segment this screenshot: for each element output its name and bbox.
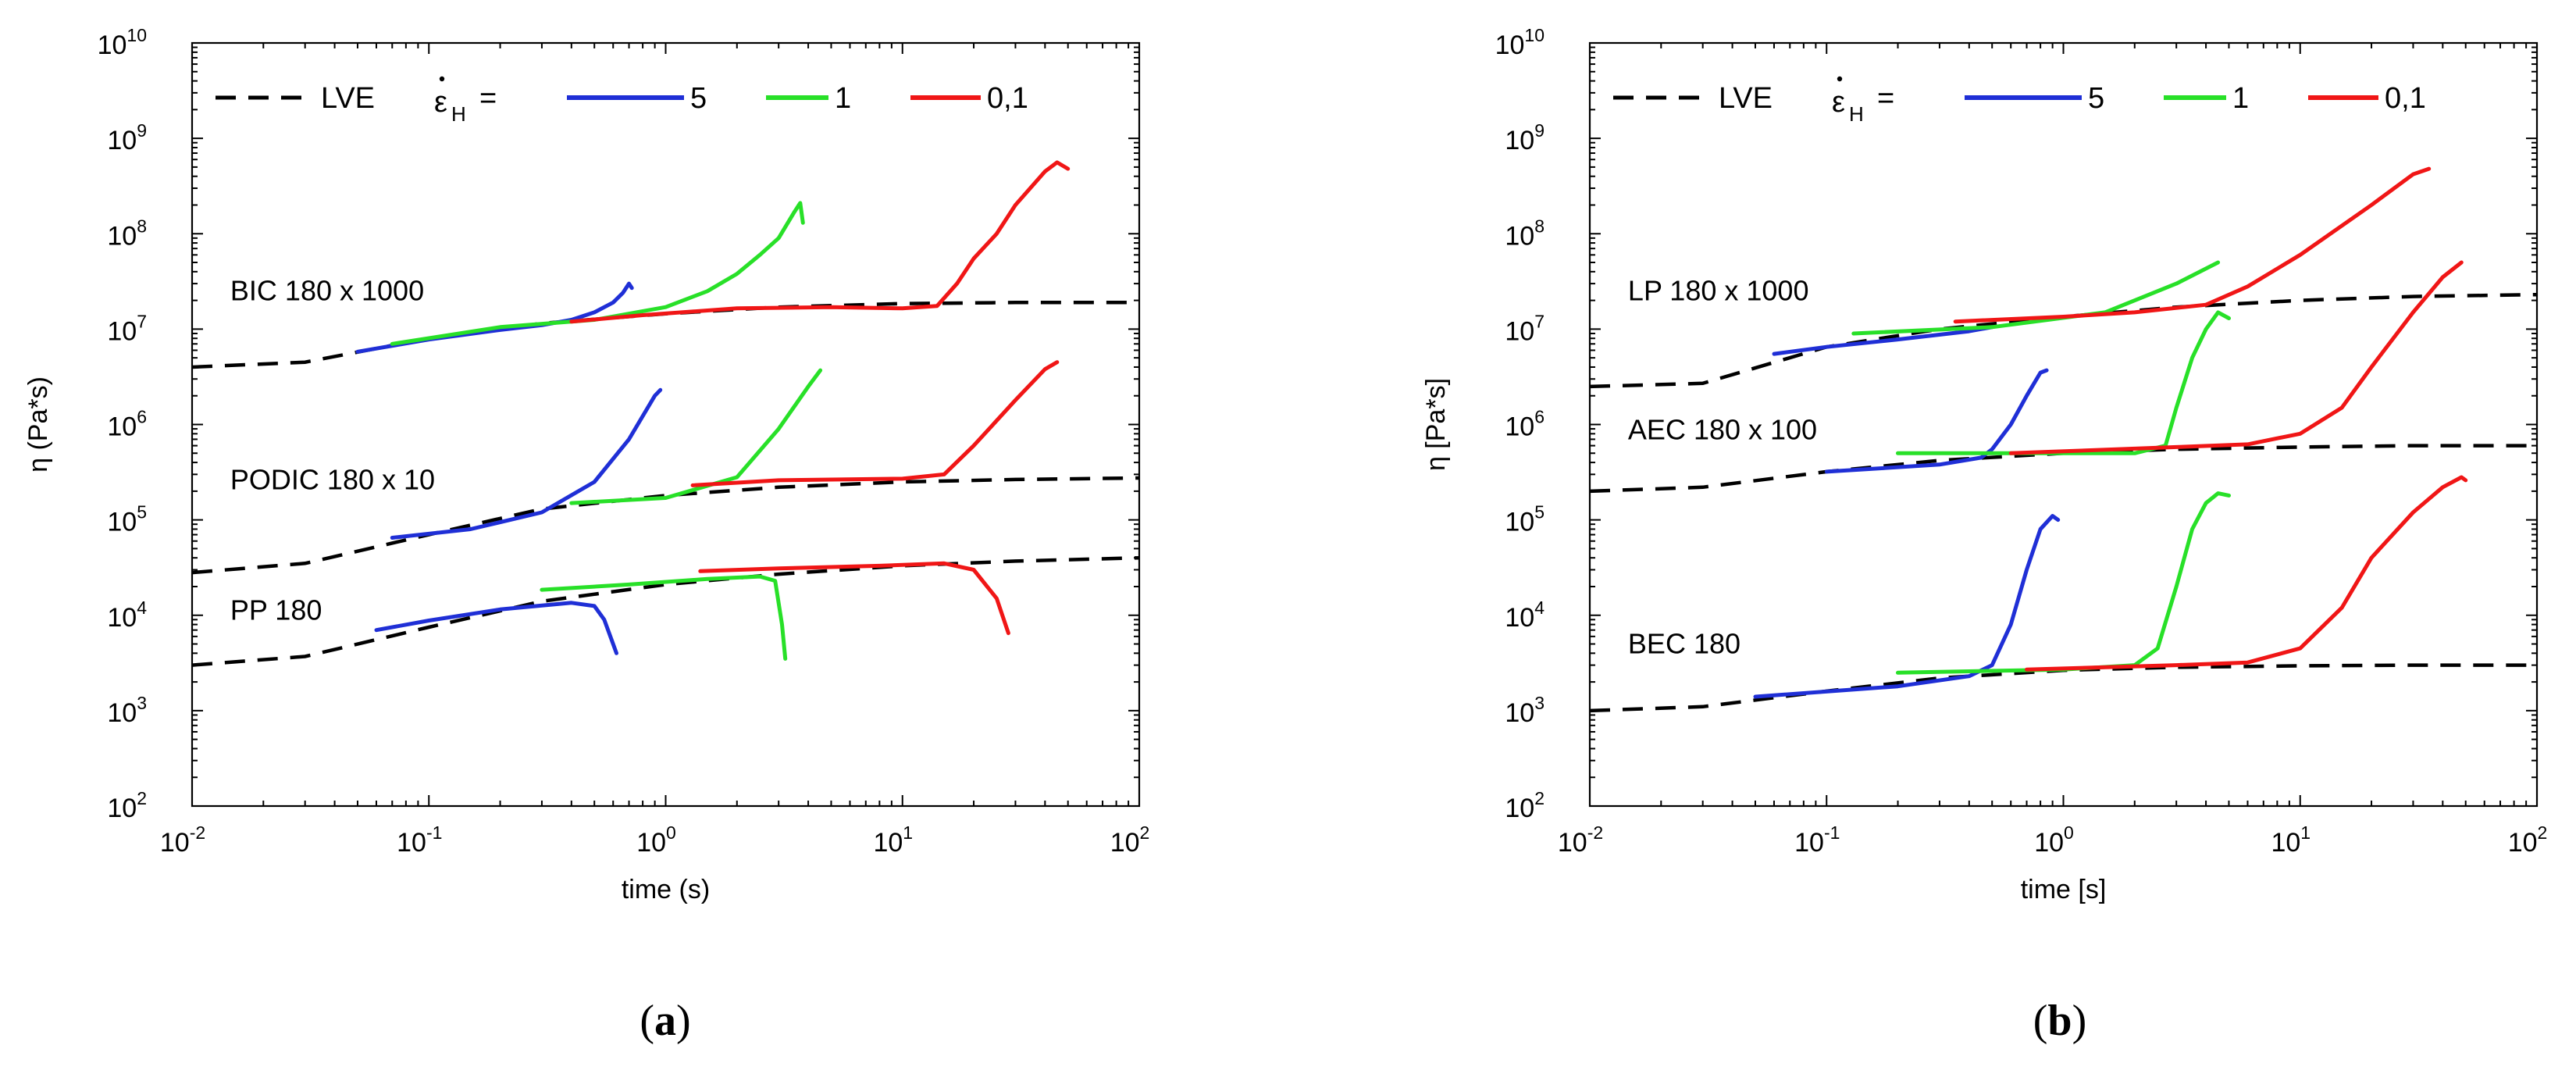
sample-label: BIC 180 x 1000	[230, 275, 424, 307]
legend-rate-subscript: H	[451, 102, 466, 126]
sample-label: PP 180	[230, 594, 322, 626]
sample-group	[1590, 475, 2537, 713]
x-tick-label: 101	[2271, 822, 2311, 858]
sample-group	[192, 160, 1139, 369]
sample-group	[1590, 260, 2537, 494]
y-tick-label: 102	[107, 788, 147, 823]
x-tick-label: 100	[2034, 822, 2074, 858]
legend-label-rate-5: 5	[2088, 82, 2104, 115]
y-axis-title: η [Pa*s]	[1421, 378, 1451, 471]
series-line-rate-1	[540, 574, 788, 661]
legend-label-rate-0-1: 0,1	[2385, 82, 2426, 115]
legend-rate-subscript: H	[1849, 102, 1864, 126]
legend: LVE ε H = 5 1 0,1	[1613, 76, 2426, 126]
rate-dot-icon	[439, 76, 445, 82]
legend-lve-label: LVE	[321, 82, 375, 115]
y-tick-label: 1010	[98, 25, 147, 60]
sample-group	[192, 555, 1139, 667]
lve-dashed-line	[192, 555, 1139, 667]
y-tick-label: 108	[107, 216, 147, 251]
sample-label: LP 180 x 1000	[1628, 275, 1809, 307]
series-line-rate-0-1	[1953, 166, 2432, 324]
lve-dashed-line	[1590, 292, 2537, 389]
x-tick-label: 101	[873, 822, 913, 858]
series-line-rate-1	[1896, 491, 2231, 675]
series-line-rate-0-1	[2025, 475, 2468, 672]
legend-label-rate-1: 1	[835, 82, 851, 115]
series-line-rate-5	[1772, 325, 1994, 356]
sample-group	[1590, 166, 2537, 389]
series-line-rate-0-1	[690, 360, 1060, 487]
y-tick-label: 107	[107, 311, 147, 346]
panel-b: 10-2 10-1 100 101 10210210310410510610710810…	[1421, 25, 2547, 904]
y-tick-label: 104	[107, 598, 147, 633]
series-line-rate-0-1	[698, 561, 1010, 636]
y-tick-label: 104	[1505, 598, 1545, 633]
y-tick-label: 107	[1505, 311, 1545, 346]
sample-label: BEC 180	[1628, 627, 1740, 659]
legend-equals: =	[479, 82, 497, 115]
y-tick-label: 108	[1505, 216, 1545, 251]
series-line-rate-5	[1824, 368, 2049, 474]
series-line-rate-5	[1753, 514, 2061, 699]
x-tick-label: 10-2	[160, 822, 205, 858]
panel-a: 10-2 10-1 100 101 10210210310410510610710810…	[23, 25, 1149, 904]
series-line-rate-0-1	[569, 160, 1071, 324]
lve-dashed-line	[192, 476, 1139, 575]
series-line-rate-1	[1896, 310, 2231, 455]
x-tick-label: 10-2	[1558, 822, 1603, 858]
series-line-rate-1	[1851, 260, 2221, 336]
sample-label: AEC 180 x 100	[1628, 413, 1817, 445]
x-tick-label: 102	[2508, 822, 2548, 858]
x-tick-label: 10-1	[1794, 822, 1840, 858]
series-line-rate-5	[355, 281, 634, 354]
legend-rate-symbol: ε	[434, 86, 447, 119]
lve-dashed-line	[1590, 663, 2537, 713]
y-tick-label: 106	[1505, 407, 1545, 442]
y-tick-label: 103	[107, 693, 147, 728]
x-axis-title: time (s)	[622, 875, 710, 904]
legend-lve-label: LVE	[1719, 82, 1773, 115]
x-tick-label: 100	[636, 822, 676, 858]
y-tick-label: 109	[107, 120, 147, 155]
sample-group	[192, 360, 1139, 575]
series-line-rate-0-1	[2008, 260, 2464, 455]
y-tick-label: 105	[107, 502, 147, 537]
series-line-rate-1	[390, 201, 805, 346]
panel-label: (a)	[640, 997, 690, 1045]
legend-label-rate-0-1: 0,1	[987, 82, 1028, 115]
plot-frame	[191, 41, 1141, 808]
y-axis-title: η (Pa*s)	[23, 376, 53, 473]
legend-rate-symbol: ε	[1832, 86, 1845, 119]
sample-label: PODIC 180 x 10	[230, 463, 435, 495]
legend: LVE ε H = 5 1 0,1	[216, 76, 1028, 126]
x-axis-title: time [s]	[2021, 875, 2107, 904]
legend-equals: =	[1877, 82, 1894, 115]
y-tick-label: 106	[107, 407, 147, 442]
rate-dot-icon	[1837, 76, 1843, 82]
x-tick-label: 10-1	[397, 822, 442, 858]
y-tick-label: 109	[1505, 120, 1545, 155]
series-line-rate-5	[374, 601, 618, 655]
legend-label-rate-1: 1	[2232, 82, 2249, 115]
y-tick-label: 102	[1505, 788, 1545, 823]
series-line-rate-5	[390, 387, 663, 540]
x-tick-label: 102	[1110, 822, 1150, 858]
panel-label: (b)	[2033, 997, 2086, 1045]
legend-label-rate-5: 5	[690, 82, 707, 115]
y-tick-label: 105	[1505, 502, 1545, 537]
series-line-rate-1	[569, 368, 823, 505]
y-tick-label: 1010	[1495, 25, 1545, 60]
y-tick-label: 103	[1505, 693, 1545, 728]
